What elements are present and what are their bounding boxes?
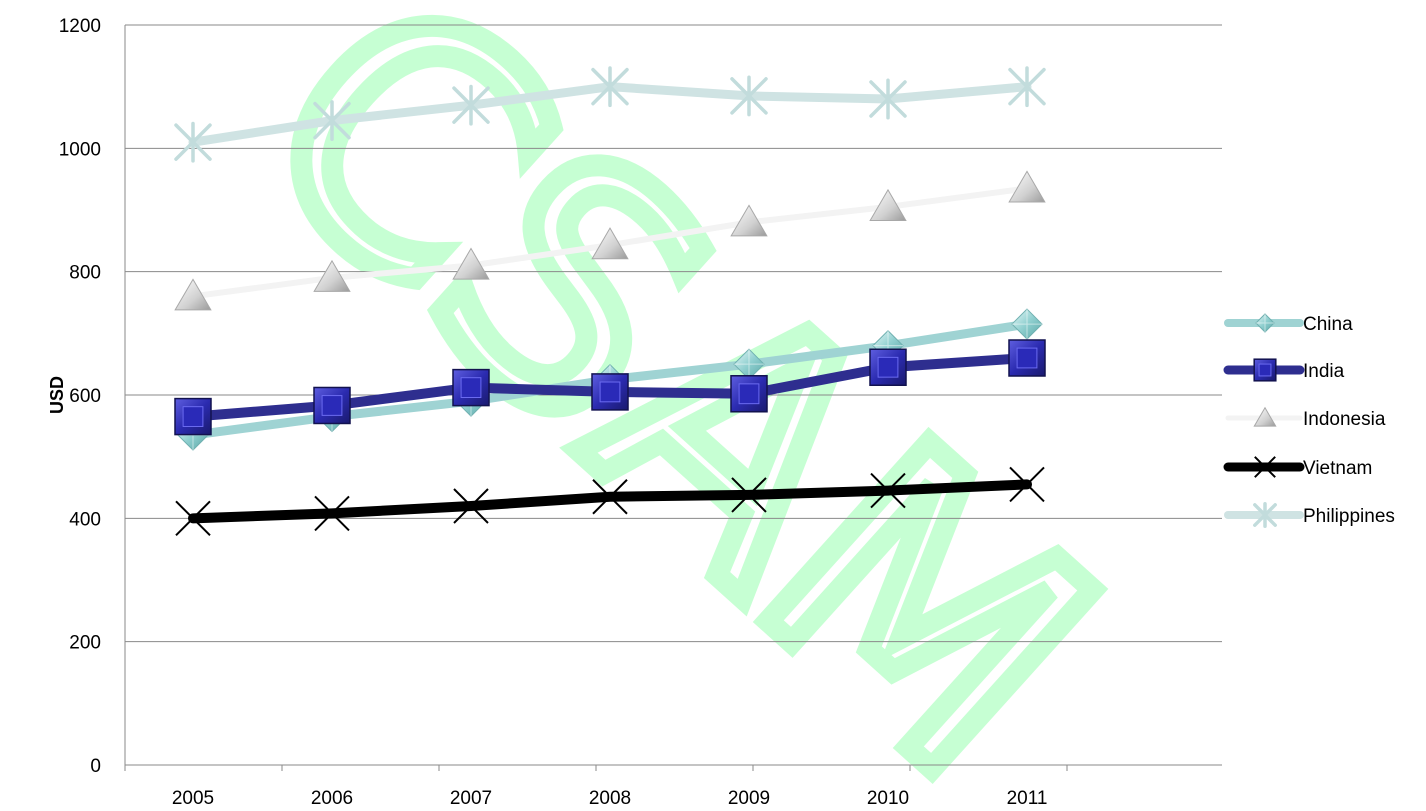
- star-icon: [1253, 502, 1277, 528]
- series-layer: [174, 66, 1046, 537]
- y-tick-label: 200: [69, 633, 101, 654]
- data-point-philippines: [1008, 66, 1046, 108]
- series-india: [174, 339, 1046, 436]
- legend-label: Vietnam: [1303, 458, 1372, 479]
- data-point-vietnam: [1009, 466, 1045, 503]
- axes: [124, 25, 1222, 771]
- data-point-china: [1011, 308, 1043, 340]
- data-point-indonesia: [1008, 170, 1046, 203]
- data-point-india: [869, 348, 907, 386]
- legend-item-vietnam: Vietnam: [1223, 456, 1372, 479]
- data-point-vietnam: [314, 495, 350, 532]
- legend-item-philippines: Philippines: [1224, 502, 1395, 528]
- data-point-india: [1008, 339, 1046, 377]
- data-point-philippines: [591, 66, 629, 108]
- legend-label: Indonesia: [1303, 409, 1386, 430]
- x-tick-label: 2006: [311, 788, 353, 809]
- data-point-vietnam: [175, 500, 211, 537]
- data-point-indonesia: [591, 227, 629, 260]
- x-tick-label: 2011: [1007, 788, 1048, 809]
- data-point-vietnam: [453, 488, 489, 524]
- x-tick-label: 2007: [450, 788, 492, 809]
- y-tick-label: 800: [69, 263, 101, 284]
- legend-item-indonesia: Indonesia: [1225, 406, 1386, 430]
- legend-label: Philippines: [1303, 506, 1395, 527]
- legend: China India Indonesia Vietnam Philippines: [1223, 313, 1395, 528]
- data-point-vietnam: [731, 477, 767, 513]
- data-point-india: [452, 368, 490, 407]
- data-point-philippines: [174, 121, 212, 163]
- data-point-india: [313, 386, 351, 425]
- series-philippines: [174, 66, 1046, 163]
- y-tick-label: 600: [69, 386, 101, 407]
- square-icon: [1253, 358, 1277, 382]
- series-indonesia: [174, 170, 1046, 311]
- data-point-vietnam: [870, 472, 906, 509]
- x-tick-label: 2009: [728, 788, 770, 809]
- triangle-icon: [1253, 406, 1277, 427]
- data-point-philippines: [730, 75, 768, 117]
- y-axis-label: USD: [47, 376, 67, 414]
- data-point-indonesia: [174, 278, 212, 311]
- data-point-philippines: [869, 78, 907, 120]
- data-point-india: [591, 373, 629, 411]
- data-point-indonesia: [313, 259, 351, 292]
- data-point-philippines: [452, 84, 490, 126]
- legend-item-china: China: [1224, 313, 1353, 335]
- x-tick-label: 2008: [589, 788, 631, 809]
- data-point-indonesia: [730, 204, 768, 237]
- x-tick-label: 2005: [172, 788, 214, 809]
- data-point-india: [174, 397, 212, 436]
- legend-label: India: [1303, 361, 1345, 382]
- series-vietnam: [175, 466, 1045, 537]
- x-tick-label: 2010: [867, 788, 909, 809]
- y-tick-labels: 0 200 400 600 800 1000 1200: [59, 16, 101, 777]
- data-point-vietnam: [592, 479, 628, 515]
- data-point-indonesia: [452, 247, 490, 280]
- data-point-india: [730, 375, 768, 413]
- data-point-philippines: [313, 100, 351, 142]
- diamond-icon: [1255, 313, 1275, 333]
- data-point-indonesia: [869, 188, 907, 222]
- legend-label: China: [1303, 314, 1353, 335]
- y-tick-label: 1200: [59, 16, 101, 37]
- x-tick-labels: 2005 2006 2007 2008 2009 2010 2011: [172, 788, 1048, 809]
- y-tick-label: 1000: [59, 139, 101, 160]
- y-tick-label: 400: [69, 509, 101, 530]
- x-icon: [1254, 456, 1276, 478]
- y-tick-label: 0: [90, 756, 101, 777]
- legend-item-india: India: [1223, 358, 1345, 382]
